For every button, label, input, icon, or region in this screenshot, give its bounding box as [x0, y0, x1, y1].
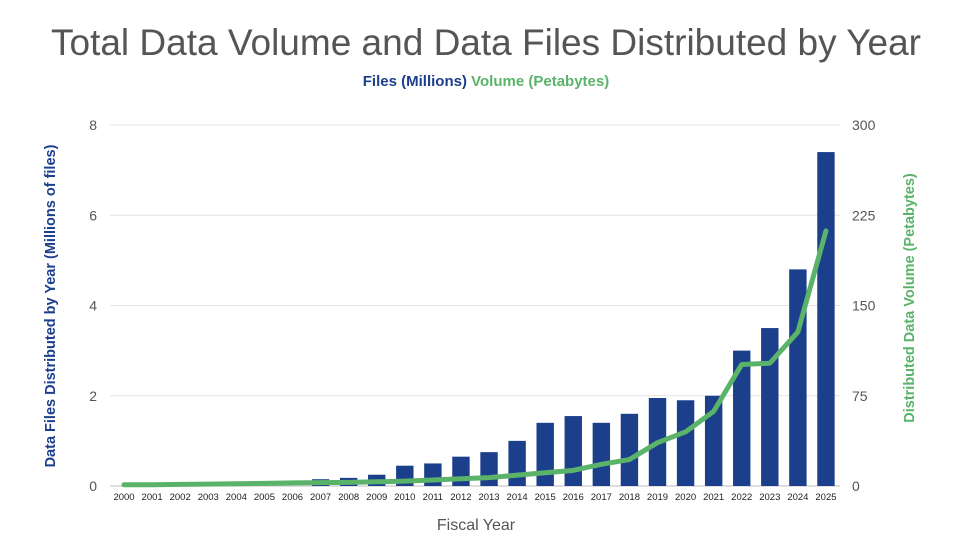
x-tick-label: 2006: [282, 492, 303, 503]
y-axis-left: 0 2 4 6 8: [89, 117, 97, 494]
volume-line: [121, 228, 829, 488]
bar-2014: [508, 440, 526, 486]
x-tick-label: 2024: [787, 492, 808, 503]
y-axis-title: Data Files Distributed by Year (Millions…: [43, 144, 59, 467]
x-axis: 2000 2001 2002 2003 2004 2005 2006 2007 2008 2009…: [113, 492, 836, 503]
x-tick-label: 2025: [815, 492, 836, 503]
bar-series: [311, 152, 835, 486]
x-tick-label: 2009: [366, 492, 387, 503]
y-tick-label: 0: [89, 478, 97, 494]
bar-2012: [452, 456, 470, 486]
x-tick-label: 2021: [703, 492, 724, 503]
x-tick-label: 2011: [423, 492, 443, 503]
x-axis-title: Fiscal Year: [437, 517, 516, 534]
bar-2013: [480, 452, 498, 486]
x-tick-label: 2004: [226, 492, 247, 503]
bar-2016: [564, 416, 582, 486]
gridlines: [110, 124, 840, 487]
bar-2017: [592, 422, 611, 486]
chart-title: Total Data Volume and Data Files Distrib…: [51, 22, 921, 63]
x-tick-label: 2012: [450, 492, 471, 503]
legend-files: Files (Millions): [362, 73, 467, 90]
x-tick-label: 2008: [338, 492, 359, 503]
y-tick-label: 8: [89, 117, 97, 133]
x-tick-label: 2013: [478, 492, 499, 503]
x-tick-label: 2015: [535, 492, 556, 503]
x-tick-label: 2000: [113, 492, 134, 503]
bar-2025: [817, 152, 835, 486]
y-axis-right: 0 75 150 225 300: [852, 117, 876, 494]
y2-axis-title: Distributed Data Volume (Petabytes): [902, 173, 918, 423]
x-tick-label: 2018: [619, 492, 640, 503]
bar-2018: [620, 413, 639, 486]
x-tick-label: 2010: [394, 492, 415, 503]
bar-2020: [676, 400, 695, 486]
bar-2023: [761, 328, 779, 486]
y-tick-label: 2: [89, 388, 97, 404]
x-tick-label: 2001: [142, 492, 163, 503]
x-tick-label: 2002: [170, 492, 191, 503]
x-tick-label: 2005: [254, 492, 275, 503]
y2-tick-label: 75: [852, 388, 868, 404]
x-tick-label: 2003: [198, 492, 219, 503]
x-tick-label: 2016: [563, 492, 584, 503]
y-tick-label: 6: [89, 207, 97, 223]
x-tick-label: 2007: [310, 492, 331, 503]
y2-tick-label: 300: [852, 117, 876, 133]
bar-2021: [704, 395, 723, 486]
legend: Files (Millions) Volume (Petabytes): [0, 73, 972, 90]
x-tick-label: 2017: [591, 492, 612, 503]
x-tick-label: 2022: [731, 492, 752, 503]
y2-tick-label: 225: [852, 207, 876, 223]
bar-2015: [536, 422, 554, 486]
x-tick-label: 2020: [675, 492, 696, 503]
y2-tick-label: 150: [852, 298, 876, 314]
y-tick-label: 4: [89, 298, 97, 314]
legend-volume: Volume (Petabytes): [471, 73, 610, 90]
bar-2022: [733, 350, 751, 486]
x-tick-label: 2014: [507, 492, 528, 503]
line-series: [121, 228, 829, 488]
x-tick-label: 2019: [647, 492, 668, 503]
x-tick-label: 2023: [759, 492, 780, 503]
y2-tick-label: 0: [852, 478, 860, 494]
